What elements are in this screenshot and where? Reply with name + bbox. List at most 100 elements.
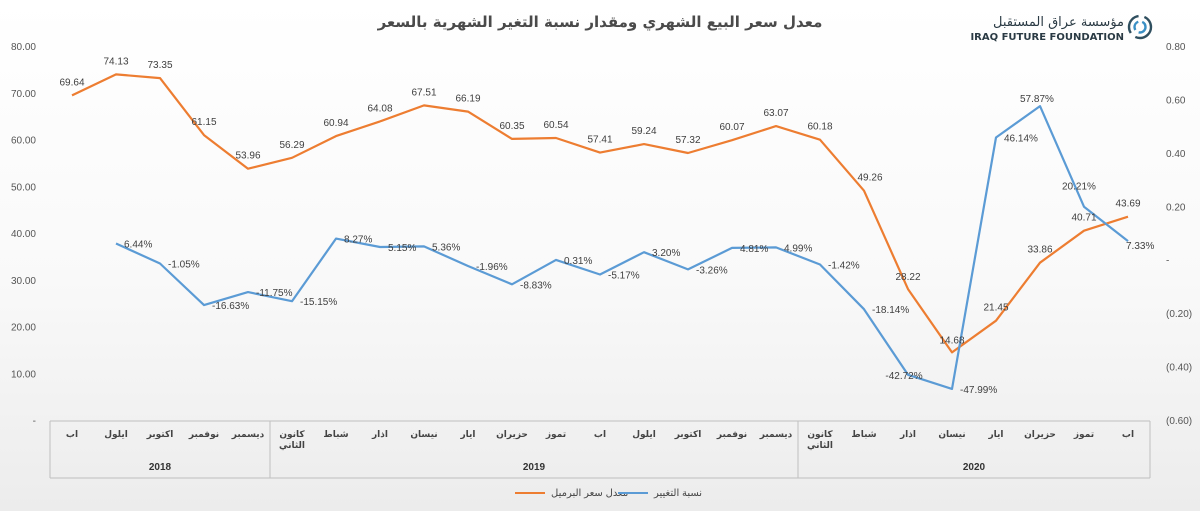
y-left-tick-label: 10.00 bbox=[11, 369, 36, 380]
y-axis-right: (0.60) (0.40) (0.20) - 0.20 0.40 0.60 0.80 bbox=[1166, 42, 1192, 427]
y-right-tick-label: (0.60) bbox=[1166, 416, 1192, 427]
x-tick-label: ايلول bbox=[632, 429, 656, 440]
x-tick-label: نيسان bbox=[938, 429, 965, 439]
data-label-change: -8.83% bbox=[520, 280, 552, 291]
x-tick-label: حزيران bbox=[1024, 429, 1056, 440]
data-label-change: -16.63% bbox=[212, 301, 249, 312]
legend-label-change: نسبة التغيير bbox=[653, 488, 702, 499]
data-label-price: 57.41 bbox=[587, 135, 612, 146]
x-tick-label: تموز bbox=[545, 429, 566, 440]
data-label-change: 0.31% bbox=[564, 256, 592, 267]
data-label-price: 74.13 bbox=[103, 56, 128, 67]
chart-title: معدل سعر البيع الشهري ومقدار نسبة التغير… bbox=[377, 13, 823, 32]
y-left-tick-label: 60.00 bbox=[11, 136, 36, 147]
x-tick-label: اب bbox=[1122, 429, 1134, 439]
year-group-label: 2018 bbox=[149, 462, 172, 473]
data-label-price: 59.24 bbox=[631, 126, 656, 137]
data-label-price: 60.07 bbox=[719, 122, 744, 133]
x-tick-label: نوفمبر bbox=[716, 429, 747, 440]
data-label-change: -5.17% bbox=[608, 271, 640, 282]
y-axis-left: - 10.00 20.00 30.00 40.00 50.00 60.00 70.00 80.0… bbox=[11, 42, 36, 427]
data-label-change: 5.15% bbox=[388, 243, 416, 254]
x-tick-label: ديسمبر bbox=[231, 429, 265, 440]
y-left-tick-label: - bbox=[33, 416, 36, 427]
data-label-change: 46.14% bbox=[1004, 133, 1038, 144]
x-tick-label: كانون الثاني bbox=[807, 429, 833, 450]
x-tick-label: نيسان bbox=[410, 429, 437, 439]
data-label-price: 49.26 bbox=[857, 173, 882, 184]
y-left-tick-label: 20.00 bbox=[11, 323, 36, 334]
x-tick-label: كانون الثاني bbox=[279, 429, 305, 450]
year-group-label: 2020 bbox=[963, 462, 986, 473]
x-tick-label: ديسمبر bbox=[759, 429, 793, 440]
data-labels-layer: 69.64 74.13 73.35 61.15 53.96 56.29 60.94 64.08… bbox=[59, 56, 1154, 395]
y-right-tick-label: 0.20 bbox=[1166, 202, 1186, 213]
data-label-price: 60.35 bbox=[499, 121, 524, 132]
data-label-change: 3.20% bbox=[652, 248, 680, 259]
legend-label-price: معدل سعر البرميل bbox=[551, 488, 628, 499]
data-label-change: -15.15% bbox=[300, 297, 337, 308]
x-tick-label: اكتوبر bbox=[674, 429, 702, 440]
y-right-tick-label: 0.60 bbox=[1166, 95, 1186, 106]
logo-mark-icon bbox=[1127, 14, 1153, 40]
x-tick-label: حزيران bbox=[496, 429, 528, 440]
x-axis: اب ايلول اكتوبر نوفمبر ديسمبر كانون الثاني شباط… bbox=[49, 420, 1151, 479]
series-line-price bbox=[71, 73, 1129, 354]
x-tick-label: اب bbox=[594, 429, 606, 439]
logo: مؤسسة عراق المستقبل IRAQ FUTURE FOUNDATI… bbox=[970, 14, 1153, 43]
data-label-price: 21.45 bbox=[983, 303, 1008, 314]
y-right-tick-label: 0.80 bbox=[1166, 42, 1186, 53]
data-label-price: 64.08 bbox=[367, 103, 392, 114]
y-left-tick-label: 30.00 bbox=[11, 276, 36, 287]
x-tick-label: اب bbox=[66, 429, 78, 439]
y-right-tick-label: (0.40) bbox=[1166, 363, 1192, 374]
y-left-tick-label: 40.00 bbox=[11, 229, 36, 240]
year-group-label: 2019 bbox=[523, 462, 546, 473]
data-label-price: 61.15 bbox=[191, 117, 216, 128]
data-label-change: 4.99% bbox=[784, 243, 812, 254]
data-label-price: 43.69 bbox=[1115, 199, 1140, 210]
y-left-tick-label: 50.00 bbox=[11, 182, 36, 193]
data-label-price: 33.86 bbox=[1027, 245, 1052, 256]
x-tick-label: نوفمبر bbox=[188, 429, 219, 440]
series-layer bbox=[71, 73, 1129, 390]
data-label-price: 73.35 bbox=[147, 60, 172, 71]
data-label-price: 60.54 bbox=[543, 120, 568, 131]
data-label-change: 6.44% bbox=[124, 240, 152, 251]
y-left-tick-label: 70.00 bbox=[11, 89, 36, 100]
x-tick-label: ايار bbox=[987, 429, 1003, 440]
data-label-price: 67.51 bbox=[411, 87, 436, 98]
data-label-change: 8.27% bbox=[344, 235, 372, 246]
data-label-change: 20.21% bbox=[1062, 182, 1096, 193]
x-tick-label: ايار bbox=[459, 429, 475, 440]
data-label-price: 40.71 bbox=[1071, 213, 1096, 224]
logo-name-en: IRAQ FUTURE FOUNDATION bbox=[970, 32, 1124, 43]
data-label-price: 69.64 bbox=[59, 77, 84, 88]
data-label-change: -47.99% bbox=[960, 385, 997, 396]
data-label-change: -1.05% bbox=[168, 260, 200, 271]
data-label-change: 7.33% bbox=[1126, 241, 1154, 252]
data-label-change: 4.81% bbox=[740, 244, 768, 255]
y-right-tick-label: 0.40 bbox=[1166, 149, 1186, 160]
x-tick-label: اكتوبر bbox=[146, 429, 174, 440]
data-label-price: 60.94 bbox=[323, 118, 348, 129]
data-label-change: 57.87% bbox=[1020, 94, 1054, 105]
data-label-price: 56.29 bbox=[279, 140, 304, 151]
data-label-price: 28.22 bbox=[895, 272, 920, 283]
data-label-price: 63.07 bbox=[763, 108, 788, 119]
series-line-change bbox=[115, 105, 1129, 390]
data-label-price: 66.19 bbox=[455, 94, 480, 105]
x-tick-label: ايلول bbox=[104, 429, 128, 440]
data-label-change: -42.72% bbox=[885, 371, 922, 382]
y-right-tick-label: - bbox=[1166, 256, 1169, 267]
x-tick-label: اذار bbox=[899, 429, 916, 440]
data-label-change: -3.26% bbox=[696, 265, 728, 276]
logo-name-ar: مؤسسة عراق المستقبل bbox=[993, 15, 1124, 30]
x-tick-label: اذار bbox=[371, 429, 388, 440]
data-label-change: -1.96% bbox=[476, 262, 508, 273]
legend: معدل سعر البرميل نسبة التغيير bbox=[515, 488, 702, 499]
data-label-change: 5.36% bbox=[432, 242, 460, 253]
